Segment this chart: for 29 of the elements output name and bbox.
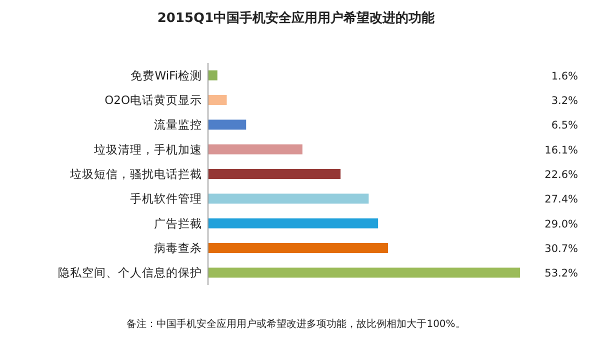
- data-label: 16.1%: [544, 144, 578, 156]
- y-tick-label: 广告拦截: [154, 216, 202, 230]
- data-label: 1.6%: [551, 70, 578, 82]
- data-label: 22.6%: [544, 169, 578, 181]
- bar: [208, 243, 388, 253]
- bar: [208, 95, 227, 105]
- bar: [208, 268, 520, 278]
- y-tick-label: 流量监控: [154, 118, 202, 132]
- data-label: 6.5%: [551, 120, 578, 132]
- bar: [208, 144, 302, 154]
- data-label: 3.2%: [551, 95, 578, 107]
- y-tick-label: 垃圾短信，骚扰电话拦截: [69, 167, 202, 181]
- y-tick-label: 垃圾清理，手机加速: [93, 142, 202, 156]
- bar: [208, 169, 341, 179]
- y-tick-label: 病毒查杀: [154, 241, 202, 255]
- y-tick-label: 隐私空间、个人信息的保护: [58, 266, 202, 280]
- bar: [208, 218, 378, 228]
- data-label: 27.4%: [544, 194, 578, 206]
- y-tick-label: 手机软件管理: [130, 192, 202, 206]
- chart-title: 2015Q1中国手机安全应用用户希望改进的功能: [157, 10, 436, 26]
- data-label: 30.7%: [544, 243, 578, 255]
- bar: [208, 194, 369, 204]
- y-tick-label: O2O电话黄页显示: [104, 93, 202, 107]
- text: 备注：中国手机安全应用用户或希望改进多项功能，故比例相加大于100%。: [126, 318, 466, 330]
- data-label: 53.2%: [544, 268, 578, 280]
- bar: [208, 120, 246, 130]
- y-tick-label: 免费WiFi检测: [130, 68, 202, 82]
- data-label: 29.0%: [544, 218, 578, 230]
- bar: [208, 70, 218, 80]
